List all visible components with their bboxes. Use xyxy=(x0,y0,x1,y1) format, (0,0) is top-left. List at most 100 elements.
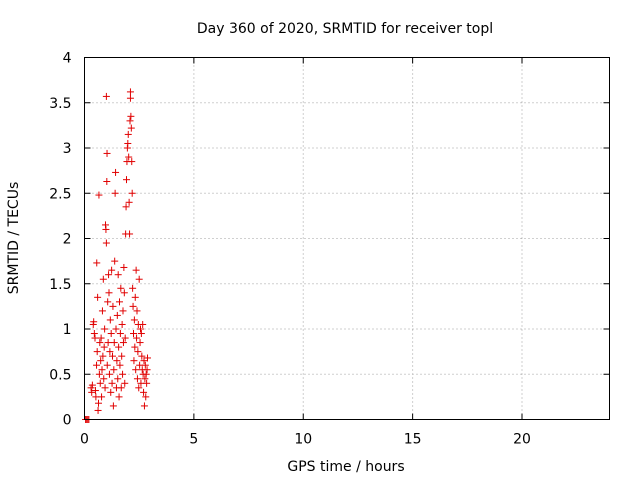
y-tick-label: 0 xyxy=(63,413,72,429)
data-point xyxy=(141,361,149,369)
data-point xyxy=(114,375,122,383)
plot-frame xyxy=(84,57,610,420)
data-point xyxy=(107,330,115,338)
y-axis-label: SRMTID / TECUs xyxy=(6,182,22,295)
data-point xyxy=(120,289,128,297)
data-point xyxy=(113,357,121,365)
data-point xyxy=(94,406,102,414)
data-point xyxy=(108,379,116,387)
data-point xyxy=(109,302,117,310)
data-point xyxy=(126,88,134,96)
data-point xyxy=(112,168,120,176)
data-point xyxy=(106,316,114,324)
data-point xyxy=(137,330,145,338)
data-point xyxy=(95,399,102,407)
y-tick-label: 0.5 xyxy=(49,367,71,383)
x-tick-label: 10 xyxy=(294,432,312,448)
y-tick-label: 4 xyxy=(63,51,72,67)
data-point xyxy=(100,343,108,351)
data-point xyxy=(106,348,114,356)
data-point xyxy=(132,266,140,274)
data-point xyxy=(95,191,103,199)
data-point xyxy=(125,198,133,206)
data-point xyxy=(103,149,111,157)
data-point xyxy=(130,316,138,324)
data-point xyxy=(99,275,107,283)
x-tick-label: 15 xyxy=(404,432,422,448)
y-tick-label: 2 xyxy=(63,232,72,248)
data-point xyxy=(130,357,138,365)
data-point xyxy=(117,284,125,292)
data-point xyxy=(97,334,105,342)
data-point xyxy=(127,112,135,120)
data-point xyxy=(132,366,140,374)
data-point xyxy=(116,298,123,306)
data-point xyxy=(101,325,109,333)
data-point xyxy=(111,257,119,265)
data-point xyxy=(129,302,137,310)
data-point xyxy=(118,352,126,360)
data-point xyxy=(119,307,127,315)
data-point xyxy=(100,375,108,383)
y-tick-labels: 0 0.5 1 1.5 2 2.5 3 3.5 4 xyxy=(49,51,71,429)
data-point xyxy=(118,320,126,328)
y-tick-label: 3 xyxy=(63,141,72,157)
data-points xyxy=(82,88,151,423)
data-point xyxy=(93,259,101,267)
data-point xyxy=(134,348,142,356)
data-point xyxy=(109,402,117,410)
data-point xyxy=(91,387,99,395)
data-point xyxy=(128,158,136,166)
data-point xyxy=(96,379,104,387)
data-point xyxy=(98,366,106,374)
data-point xyxy=(105,271,113,279)
data-point xyxy=(131,293,139,301)
data-point xyxy=(131,343,139,351)
x-tick-labels: 0 5 10 15 20 xyxy=(80,432,531,448)
data-point xyxy=(111,189,119,197)
data-point xyxy=(102,92,110,100)
y-tick-label: 3.5 xyxy=(49,96,71,112)
y-tick-label: 2.5 xyxy=(49,186,71,202)
data-point xyxy=(103,177,111,185)
data-point xyxy=(109,352,116,360)
data-point xyxy=(108,266,116,274)
data-point xyxy=(112,325,120,333)
data-point xyxy=(138,352,146,360)
data-point xyxy=(142,393,150,401)
data-point xyxy=(116,330,124,338)
data-point xyxy=(98,393,106,401)
data-point xyxy=(95,370,103,378)
data-point xyxy=(125,153,133,161)
data-point xyxy=(139,320,147,328)
data-point xyxy=(94,293,102,301)
axis-ticks xyxy=(84,57,610,420)
data-point xyxy=(93,348,101,356)
data-point xyxy=(140,402,148,410)
data-point xyxy=(105,289,113,297)
data-point xyxy=(136,339,144,347)
data-point xyxy=(135,384,143,392)
data-point xyxy=(93,361,101,369)
data-point xyxy=(123,176,130,184)
data-point xyxy=(137,325,144,333)
data-point xyxy=(98,307,106,315)
data-point xyxy=(104,339,112,347)
y-tick-label: 1 xyxy=(63,322,72,338)
data-point xyxy=(91,334,99,342)
data-point xyxy=(115,343,123,351)
data-point xyxy=(121,334,129,342)
data-point xyxy=(133,334,141,342)
data-point xyxy=(88,381,96,389)
data-point xyxy=(120,263,128,271)
data-point xyxy=(142,370,150,378)
data-point xyxy=(105,370,113,378)
data-point xyxy=(119,339,127,347)
data-point xyxy=(115,393,123,401)
data-point xyxy=(129,284,137,292)
data-point xyxy=(135,275,143,283)
data-point xyxy=(126,117,134,125)
data-point xyxy=(104,298,112,306)
data-point xyxy=(133,307,141,315)
